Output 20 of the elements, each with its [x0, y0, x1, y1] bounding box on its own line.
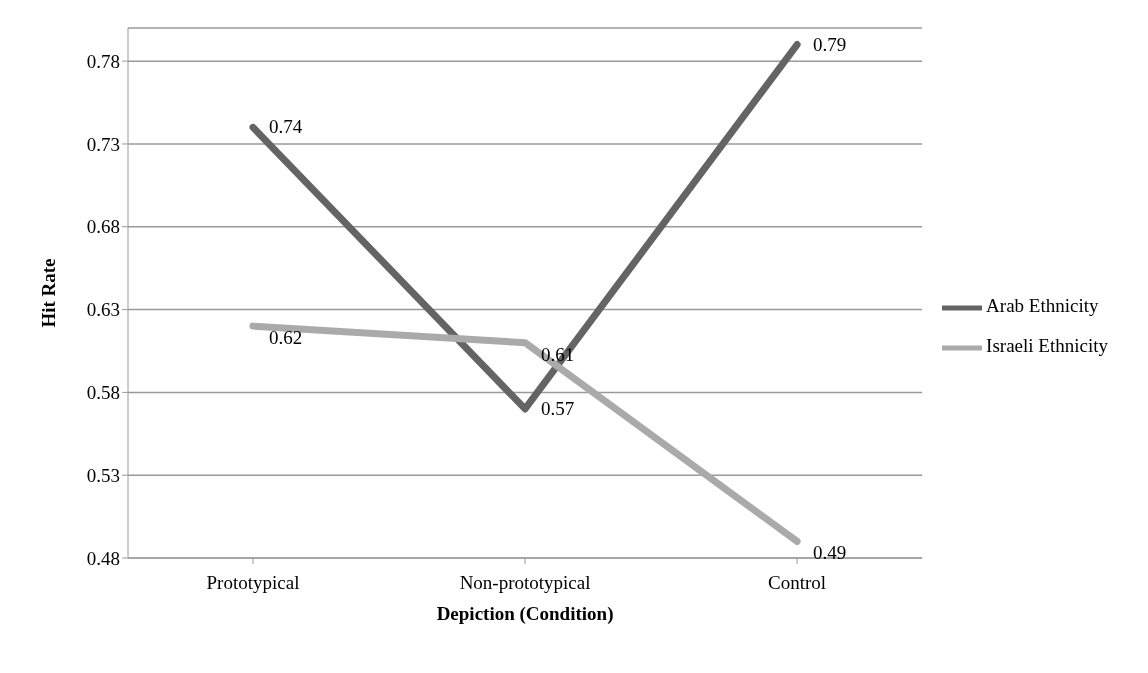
- data-label: 0.79: [813, 33, 847, 55]
- y-tick-label: 0.68: [86, 216, 120, 238]
- x-tick-label: Control: [768, 572, 827, 594]
- legend-label: Arab Ethnicity: [986, 295, 1099, 317]
- y-tick-label: 0.48: [86, 547, 120, 569]
- x-tick-label: Prototypical: [206, 572, 300, 594]
- data-label: 0.49: [813, 542, 847, 564]
- y-axis-title: Hit Rate: [37, 258, 59, 328]
- x-tick-label: Non-prototypical: [459, 572, 591, 594]
- data-label: 0.57: [541, 397, 575, 419]
- data-label: 0.62: [269, 327, 303, 349]
- y-tick-label: 0.63: [86, 299, 120, 321]
- legend-label: Israeli Ethnicity: [986, 335, 1108, 357]
- data-label: 0.61: [541, 343, 575, 365]
- y-tick-label: 0.78: [86, 50, 120, 72]
- y-tick-label: 0.58: [86, 382, 120, 404]
- x-axis-title: Depiction (Condition): [436, 603, 614, 625]
- y-tick-label: 0.73: [86, 133, 120, 155]
- data-label: 0.74: [269, 116, 303, 138]
- y-tick-label: 0.53: [86, 464, 120, 486]
